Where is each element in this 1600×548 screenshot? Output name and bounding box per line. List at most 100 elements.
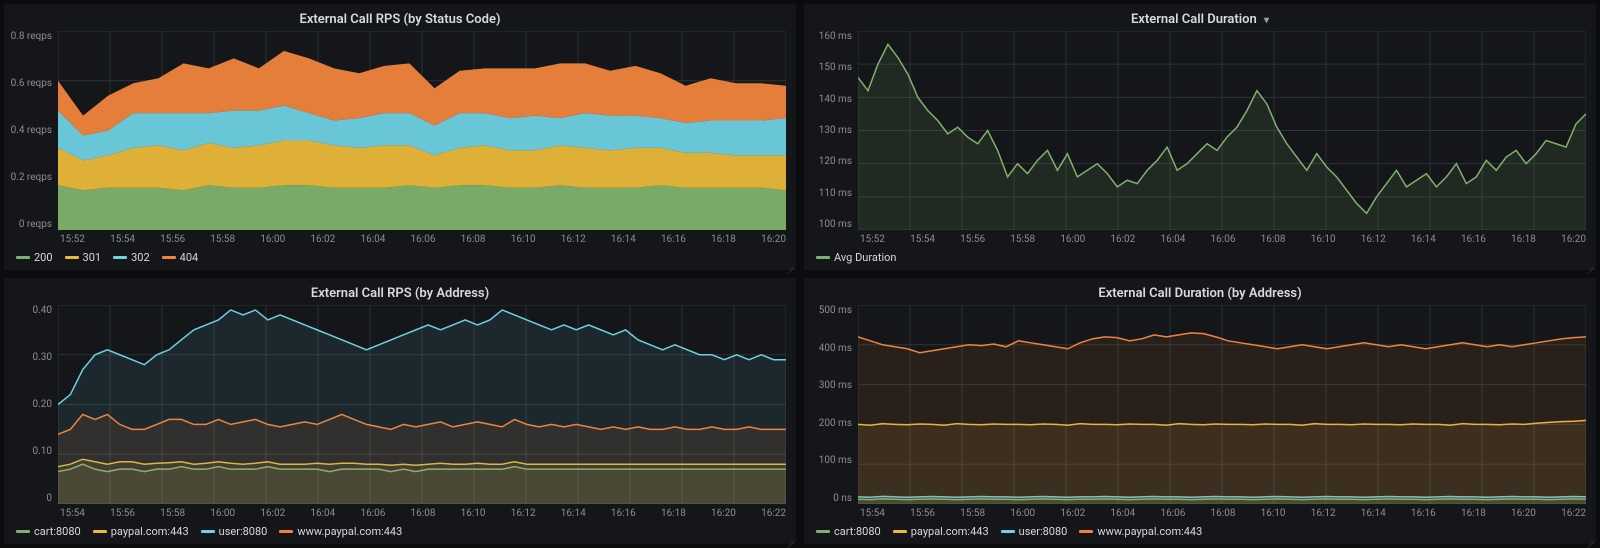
x-tick-label: 16:16	[1461, 234, 1486, 245]
chevron-down-icon[interactable]: ▾	[1264, 15, 1269, 26]
legend-swatch-icon	[16, 256, 30, 259]
panel-rps-status[interactable]: External Call RPS (by Status Code) 0.8 r…	[4, 4, 796, 270]
x-tick-label: 16:06	[411, 234, 436, 245]
panel-title[interactable]: External Call RPS (by Status Code)	[4, 10, 796, 31]
y-axis: 0.400.300.200.100	[10, 305, 58, 504]
resize-handle-icon[interactable]	[786, 534, 794, 542]
x-tick-label: 16:20	[1511, 508, 1536, 519]
panel-title[interactable]: External Call Duration ▾	[804, 10, 1596, 31]
legend-item[interactable]: www.paypal.com:443	[279, 525, 402, 538]
chart[interactable]: 160 ms150 ms140 ms130 ms120 ms110 ms100 …	[804, 31, 1596, 230]
legend-label: 200	[34, 251, 53, 264]
legend-item[interactable]: 200	[16, 251, 53, 264]
legend-item[interactable]: cart:8080	[816, 525, 881, 538]
y-tick-label: 200 ms	[810, 418, 852, 429]
legend-item[interactable]: paypal.com:443	[93, 525, 189, 538]
panel-title[interactable]: External Call Duration (by Address)	[804, 284, 1596, 305]
legend-item[interactable]: user:8080	[201, 525, 268, 538]
legend: 200 301 302 404	[4, 245, 796, 266]
y-tick-label: 500 ms	[810, 305, 852, 316]
panel-title-text: External Call RPS (by Address)	[311, 286, 489, 301]
legend: cart:8080 paypal.com:443 user:8080 www.payp…	[804, 519, 1596, 540]
x-tick-label: 15:54	[60, 508, 85, 519]
y-tick-label: 140 ms	[810, 94, 852, 105]
panel-title-text: External Call Duration (by Address)	[1098, 286, 1301, 301]
plot-area[interactable]	[858, 31, 1586, 230]
x-tick-label: 16:02	[1110, 234, 1135, 245]
y-tick-label: 100 ms	[810, 219, 852, 230]
legend-swatch-icon	[65, 256, 79, 259]
plot-area[interactable]	[858, 305, 1586, 504]
legend-label: 302	[131, 251, 150, 264]
y-tick-label: 0.30	[10, 352, 52, 363]
y-tick-label: 0.20	[10, 399, 52, 410]
legend-swatch-icon	[16, 530, 30, 533]
legend-label: user:8080	[219, 525, 268, 538]
x-tick-label: 15:54	[110, 234, 135, 245]
x-tick-label: 16:12	[561, 234, 586, 245]
y-tick-label: 100 ms	[810, 455, 852, 466]
x-tick-label: 16:06	[1211, 234, 1236, 245]
x-tick-label: 16:00	[1060, 234, 1085, 245]
y-tick-label: 0.6 reqps	[10, 78, 52, 89]
panel-rps-address[interactable]: External Call RPS (by Address) 0.40 0.30 0…	[4, 278, 796, 544]
chart[interactable]: 0.8 reqps0.6 reqps0.4 reqps0.2 reqps0 re…	[4, 31, 796, 230]
y-tick-label: 130 ms	[810, 125, 852, 136]
x-tick-label: 15:58	[210, 234, 235, 245]
legend: Avg Duration	[804, 245, 1596, 266]
legend: cart:8080 paypal.com:443 user:8080 www.payp…	[4, 519, 796, 540]
panel-duration[interactable]: External Call Duration ▾ 160 ms150 ms140…	[804, 4, 1596, 270]
x-tick-label: 16:16	[661, 234, 686, 245]
legend-swatch-icon	[279, 530, 293, 533]
y-tick-label: 400 ms	[810, 343, 852, 354]
chart[interactable]: 0.400.300.200.100	[4, 305, 796, 504]
legend-item[interactable]: paypal.com:443	[893, 525, 989, 538]
legend-item[interactable]: Avg Duration	[816, 251, 896, 264]
dashboard-grid: External Call RPS (by Status Code) 0.8 r…	[0, 0, 1600, 548]
y-axis: 0.8 reqps0.6 reqps0.4 reqps0.2 reqps0 re…	[10, 31, 58, 230]
x-tick-label: 16:22	[761, 508, 786, 519]
x-tick-label: 16:16	[1411, 508, 1436, 519]
x-tick-label: 16:08	[1261, 234, 1286, 245]
x-tick-label: 16:12	[511, 508, 536, 519]
x-tick-label: 16:14	[561, 508, 586, 519]
y-tick-label: 0.40	[10, 305, 52, 316]
x-tick-label: 16:02	[1060, 508, 1085, 519]
chart[interactable]: 500 ms400 ms300 ms200 ms100 ms0 ns	[804, 305, 1596, 504]
y-tick-label: 0	[10, 493, 52, 504]
x-tick-label: 15:58	[160, 508, 185, 519]
legend-label: paypal.com:443	[111, 525, 189, 538]
legend-label: 404	[180, 251, 199, 264]
plot-area[interactable]	[58, 31, 786, 230]
legend-item[interactable]: user:8080	[1001, 525, 1068, 538]
legend-item[interactable]: 301	[65, 251, 102, 264]
x-tick-label: 16:00	[210, 508, 235, 519]
resize-handle-icon[interactable]	[1586, 534, 1594, 542]
legend-item[interactable]: cart:8080	[16, 525, 81, 538]
legend-label: cart:8080	[834, 525, 881, 538]
x-tick-label: 16:16	[611, 508, 636, 519]
x-tick-label: 16:20	[1561, 234, 1586, 245]
y-tick-label: 0.2 reqps	[10, 172, 52, 183]
legend-item[interactable]: 404	[162, 251, 199, 264]
legend-item[interactable]: 302	[113, 251, 150, 264]
x-tick-label: 16:06	[360, 508, 385, 519]
panel-title[interactable]: External Call RPS (by Address)	[4, 284, 796, 305]
x-tick-label: 15:56	[110, 508, 135, 519]
x-tick-label: 16:14	[611, 234, 636, 245]
panel-duration-address[interactable]: External Call Duration (by Address) 500 …	[804, 278, 1596, 544]
x-tick-label: 16:18	[1461, 508, 1486, 519]
legend-swatch-icon	[1001, 530, 1015, 533]
x-tick-label: 15:52	[860, 234, 885, 245]
resize-handle-icon[interactable]	[1586, 260, 1594, 268]
x-tick-label: 16:04	[360, 234, 385, 245]
x-tick-label: 16:22	[1561, 508, 1586, 519]
x-tick-label: 16:04	[1110, 508, 1135, 519]
plot-area[interactable]	[58, 305, 786, 504]
x-tick-label: 16:14	[1411, 234, 1436, 245]
legend-label: paypal.com:443	[911, 525, 989, 538]
resize-handle-icon[interactable]	[786, 260, 794, 268]
legend-item[interactable]: www.paypal.com:443	[1079, 525, 1202, 538]
y-tick-label: 300 ms	[810, 380, 852, 391]
legend-swatch-icon	[1079, 530, 1093, 533]
